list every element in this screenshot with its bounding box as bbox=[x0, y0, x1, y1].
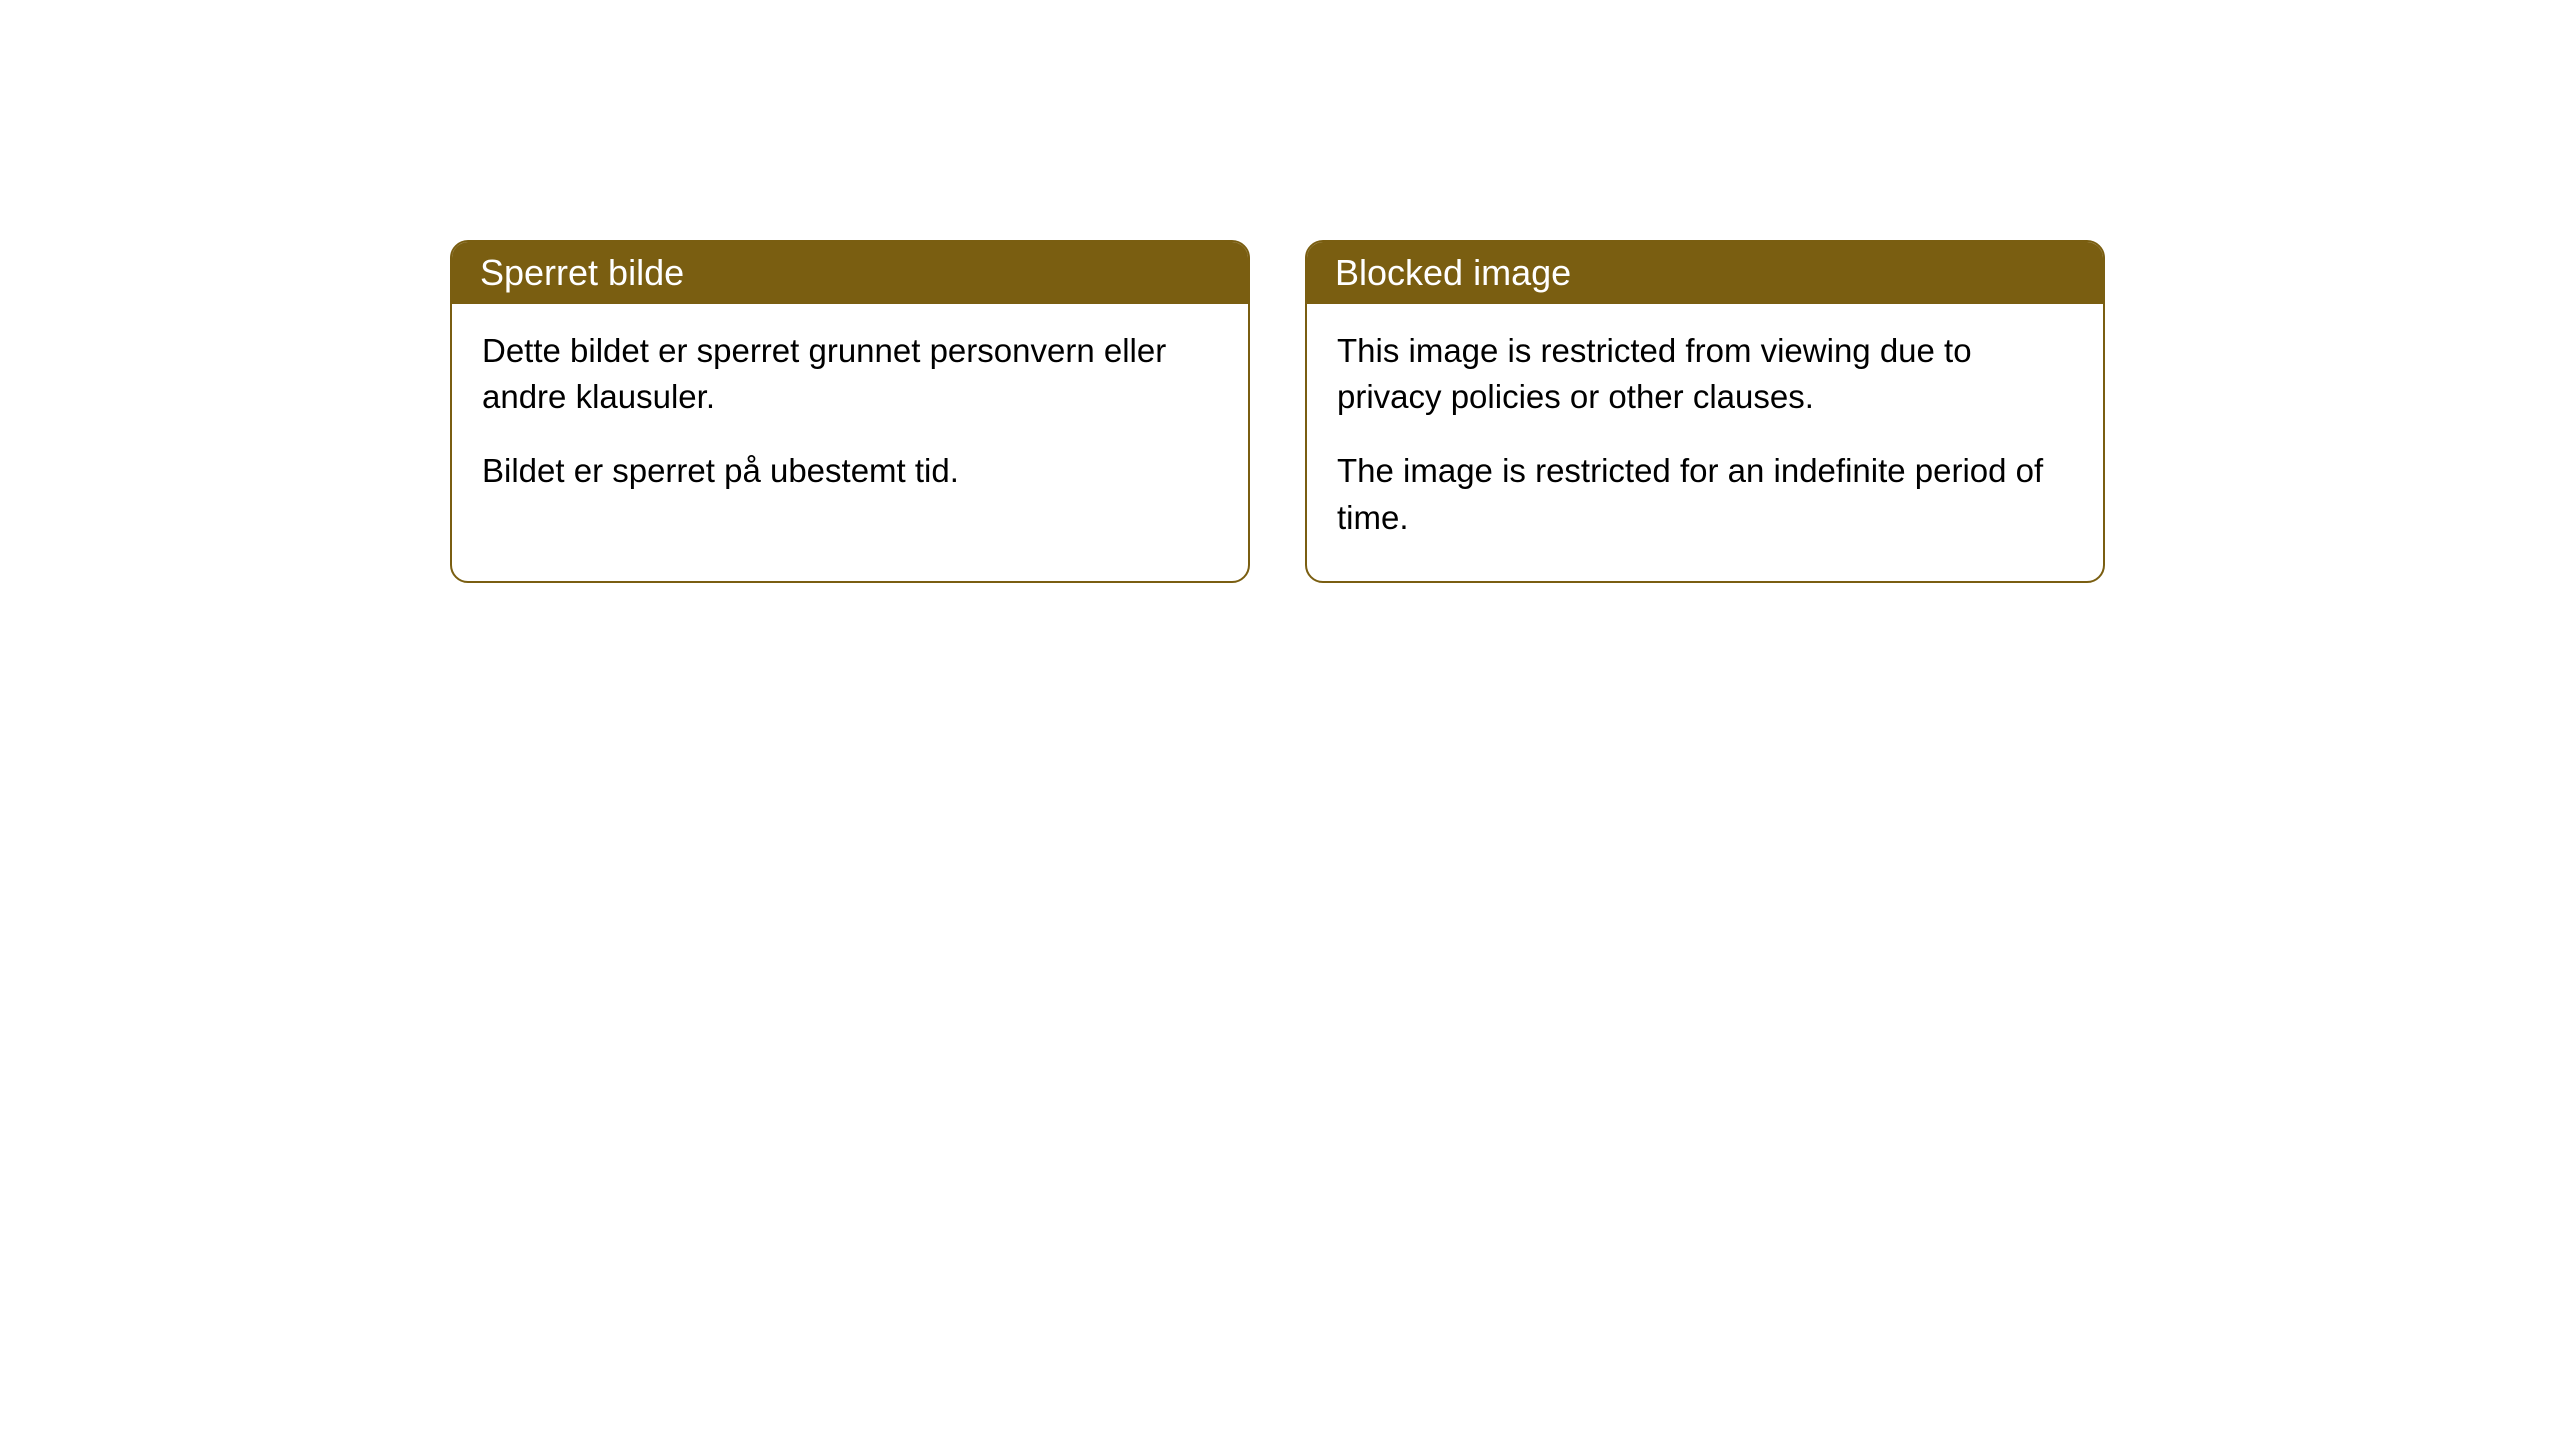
notice-body: Dette bildet er sperret grunnet personve… bbox=[452, 304, 1248, 535]
notice-card-english: Blocked image This image is restricted f… bbox=[1305, 240, 2105, 583]
notice-header: Sperret bilde bbox=[452, 242, 1248, 304]
notice-body: This image is restricted from viewing du… bbox=[1307, 304, 2103, 581]
notice-paragraph: The image is restricted for an indefinit… bbox=[1337, 448, 2073, 540]
notice-paragraph: Bildet er sperret på ubestemt tid. bbox=[482, 448, 1218, 494]
notice-paragraph: This image is restricted from viewing du… bbox=[1337, 328, 2073, 420]
notice-card-norwegian: Sperret bilde Dette bildet er sperret gr… bbox=[450, 240, 1250, 583]
notice-title: Sperret bilde bbox=[480, 252, 684, 293]
notice-header: Blocked image bbox=[1307, 242, 2103, 304]
notice-paragraph: Dette bildet er sperret grunnet personve… bbox=[482, 328, 1218, 420]
notice-container: Sperret bilde Dette bildet er sperret gr… bbox=[450, 240, 2105, 583]
notice-title: Blocked image bbox=[1335, 252, 1571, 293]
